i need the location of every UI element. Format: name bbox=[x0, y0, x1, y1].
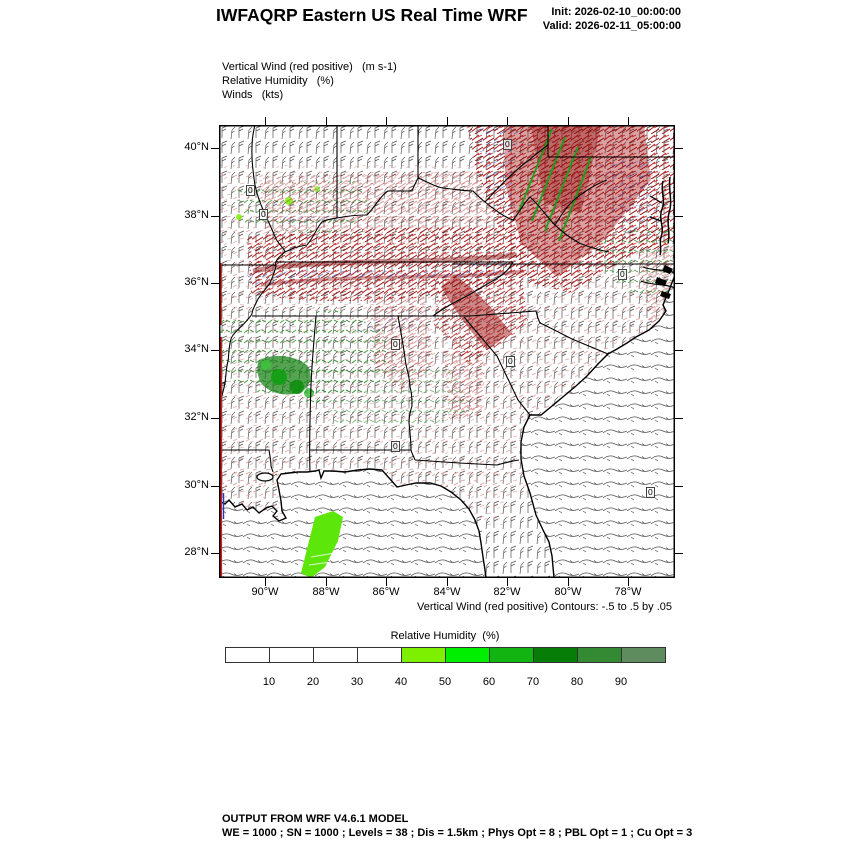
lat-tick-label: 40°N bbox=[184, 141, 209, 153]
lon-tick-label: 84°W bbox=[433, 586, 461, 598]
colorbar-segment bbox=[225, 647, 270, 663]
lon-tick-mark bbox=[627, 578, 629, 586]
zero-contour-label: 0 bbox=[503, 139, 512, 150]
lon-tick-mark bbox=[385, 117, 387, 125]
lon-tick-mark bbox=[567, 578, 569, 586]
lat-tick-label: 36°N bbox=[184, 276, 209, 288]
zero-contour-label: 0 bbox=[391, 441, 400, 452]
colorbar-tick-label: 70 bbox=[526, 676, 540, 688]
lat-tick-mark bbox=[211, 147, 219, 149]
lon-tick-label: 88°W bbox=[312, 586, 340, 598]
colorbar-segment bbox=[401, 647, 446, 663]
contour-note: Vertical Wind (red positive) Contours: -… bbox=[417, 601, 672, 613]
field-label-vertical-wind: Vertical Wind (red positive) (m s-1) bbox=[222, 61, 397, 73]
lon-tick-mark bbox=[325, 578, 327, 586]
lon-tick-mark bbox=[567, 117, 569, 125]
colorbar-tick-label: 80 bbox=[570, 676, 584, 688]
lon-tick-mark bbox=[627, 117, 629, 125]
lon-tick-mark bbox=[446, 117, 448, 125]
colorbar-segment bbox=[357, 647, 402, 663]
field-label-winds: Winds (kts) bbox=[222, 89, 284, 101]
lon-tick-mark bbox=[506, 117, 508, 125]
lat-tick-mark bbox=[675, 552, 683, 554]
lat-tick-mark bbox=[675, 349, 683, 351]
lat-tick-mark bbox=[211, 552, 219, 554]
lon-tick-label: 80°W bbox=[554, 586, 582, 598]
colorbar-segment bbox=[533, 647, 578, 663]
map-frame bbox=[219, 125, 675, 578]
lon-tick-mark bbox=[506, 578, 508, 586]
lat-tick-label: 38°N bbox=[184, 209, 209, 221]
gulf-of-mexico bbox=[219, 469, 486, 578]
lon-tick-mark bbox=[385, 578, 387, 586]
colorbar-segment bbox=[313, 647, 358, 663]
lon-tick-mark bbox=[446, 578, 448, 586]
colorbar-segment bbox=[577, 647, 622, 663]
carolina-sounds bbox=[640, 265, 675, 299]
colorbar-tick-label: 40 bbox=[394, 676, 408, 688]
zero-contour-label: 0 bbox=[246, 185, 255, 196]
lat-tick-mark bbox=[675, 215, 683, 217]
zero-contour-label: 0 bbox=[618, 269, 627, 280]
colorbar-tick-label: 50 bbox=[438, 676, 452, 688]
lon-tick-label: 78°W bbox=[614, 586, 642, 598]
wrf-map-plot bbox=[219, 125, 675, 578]
colorbar-tick-label: 10 bbox=[262, 676, 276, 688]
lat-tick-mark bbox=[211, 485, 219, 487]
lat-tick-mark bbox=[675, 282, 683, 284]
edge-contour-stripes bbox=[219, 263, 225, 578]
map-canvas bbox=[219, 125, 675, 578]
lon-tick-mark bbox=[325, 117, 327, 125]
state-boundaries bbox=[219, 125, 675, 473]
colorbar-title: Relative Humidity (%) bbox=[390, 630, 500, 642]
lat-tick-label: 34°N bbox=[184, 343, 209, 355]
zero-contour-label: 0 bbox=[646, 487, 655, 498]
lon-tick-label: 86°W bbox=[372, 586, 400, 598]
lat-tick-label: 32°N bbox=[184, 411, 209, 423]
valid-time-label: Valid: 2026-02-11_05:00:00 bbox=[542, 20, 681, 32]
lat-tick-mark bbox=[211, 282, 219, 284]
footer-model-line: OUTPUT FROM WRF V4.6.1 MODEL bbox=[222, 813, 409, 825]
colorbar-tick-label: 60 bbox=[482, 676, 496, 688]
lat-tick-label: 28°N bbox=[184, 546, 209, 558]
coastline bbox=[219, 274, 675, 578]
gulf-rh-patch-streaks bbox=[308, 552, 336, 566]
zero-contour-label: 0 bbox=[506, 356, 515, 367]
lat-tick-mark bbox=[211, 215, 219, 217]
chesapeake-bay bbox=[649, 176, 672, 256]
gulf-rh-patch bbox=[301, 511, 343, 578]
lon-tick-mark bbox=[264, 578, 266, 586]
lat-tick-mark bbox=[675, 147, 683, 149]
lat-tick-mark bbox=[211, 349, 219, 351]
field-label-relative-humidity: Relative Humidity (%) bbox=[222, 75, 334, 87]
colorbar-tick-label: 30 bbox=[350, 676, 364, 688]
footer-config-line: WE = 1000 ; SN = 1000 ; Levels = 38 ; Di… bbox=[222, 827, 693, 839]
lon-tick-label: 90°W bbox=[251, 586, 279, 598]
colorbar-tick-label: 90 bbox=[614, 676, 628, 688]
zero-contour-label: 0 bbox=[259, 209, 268, 220]
page-title: IWFAQRP Eastern US Real Time WRF bbox=[216, 5, 528, 25]
init-time-label: Init: 2026-02-10_00:00:00 bbox=[551, 6, 681, 18]
colorbar-segment bbox=[621, 647, 666, 663]
colorbar-segment bbox=[445, 647, 490, 663]
colorbar-tick-label: 20 bbox=[306, 676, 320, 688]
lat-tick-mark bbox=[675, 417, 683, 419]
colorbar-segment bbox=[489, 647, 534, 663]
colorbar-segment bbox=[269, 647, 314, 663]
lat-tick-mark bbox=[675, 485, 683, 487]
zero-contour-label: 0 bbox=[391, 339, 400, 350]
atlantic-ocean bbox=[521, 275, 675, 578]
lat-tick-label: 30°N bbox=[184, 479, 209, 491]
lat-tick-mark bbox=[211, 417, 219, 419]
lon-tick-mark bbox=[264, 117, 266, 125]
lon-tick-label: 82°W bbox=[493, 586, 521, 598]
lake-pontchartrain bbox=[256, 472, 274, 482]
